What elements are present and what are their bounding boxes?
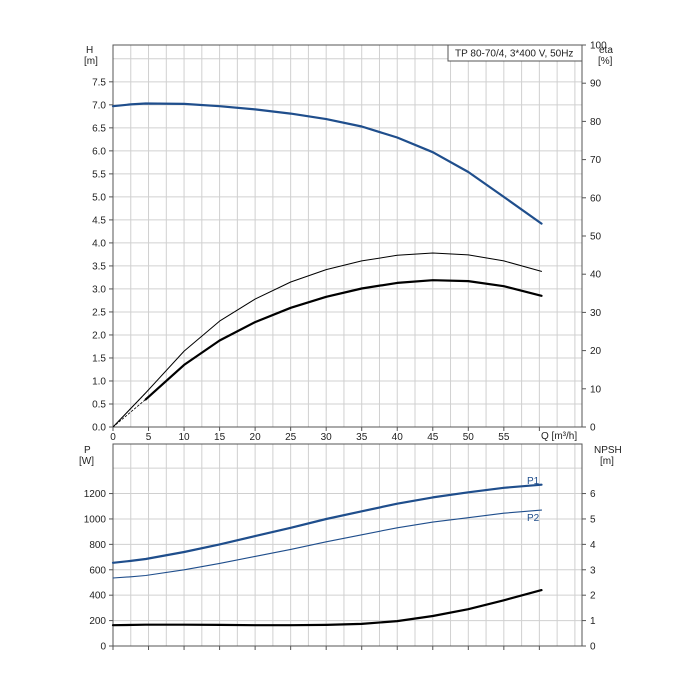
top-right-tick-label: 50 <box>590 232 602 243</box>
top-series-line-0 <box>111 102 543 225</box>
head-efficiency-panel: 0.0 0.5 1.0 1.5 2.0 2.5 3.0 3.5 4.0 4.5 5.0 5.5 6.0 6… <box>84 41 613 444</box>
x-tick-label: 10 <box>178 432 190 443</box>
top-left-tick-label: 0.0 <box>92 423 106 434</box>
top-series <box>111 102 543 428</box>
x-tick-label: 25 <box>285 432 297 443</box>
bottom-left-tick-label: 1200 <box>84 489 107 500</box>
top-right-tick-label: 10 <box>590 384 602 395</box>
top-right-tick-label: 70 <box>590 155 602 166</box>
top-left-tick-label: 0.5 <box>92 399 106 410</box>
bottom-left-tick-label: 600 <box>89 565 106 576</box>
x-tick-label: 35 <box>356 432 368 443</box>
bottom-right-tick-label: 6 <box>590 489 596 500</box>
bottom-right-axis-name: NPSH <box>594 445 622 456</box>
top-left-tick-label: 4.5 <box>92 215 106 226</box>
bottom-left-axis-unit: [W] <box>79 456 94 467</box>
top-grid <box>113 45 582 427</box>
bottom-left-tick-label: 200 <box>89 616 106 627</box>
top-right-tick-label: 0 <box>590 423 596 434</box>
series-label-p2: P2 <box>527 513 540 524</box>
bottom-series-line-0 <box>111 483 543 564</box>
top-left-tick-label: 3.0 <box>92 284 106 295</box>
bottom-right-tick-label: 4 <box>590 540 596 551</box>
bottom-right-tick-label: 3 <box>590 565 596 576</box>
bottom-right-tick-label: 5 <box>590 514 596 525</box>
bottom-left-tick-label: 800 <box>89 540 106 551</box>
top-ticks: 0.0 0.5 1.0 1.5 2.0 2.5 3.0 3.5 4.0 4.5 5.0 5.5 6.0 6… <box>92 41 607 444</box>
top-left-tick-label: 1.0 <box>92 376 106 387</box>
x-tick-label: 40 <box>392 432 404 443</box>
top-right-tick-label: 60 <box>590 193 602 204</box>
bottom-right-tick-label: 1 <box>590 616 596 627</box>
top-title-box: TP 80-70/4, 3*400 V, 50Hz <box>447 44 583 62</box>
top-right-axis-unit: [%] <box>598 56 613 67</box>
top-right-tick-label: 80 <box>590 117 602 128</box>
bottom-grid <box>113 444 582 646</box>
top-left-tick-label: 7.0 <box>92 100 106 111</box>
bottom-plot-frame <box>112 443 583 647</box>
top-left-tick-label: 4.0 <box>92 238 106 249</box>
bottom-right-tick-label: 0 <box>590 642 596 653</box>
top-left-tick-label: 5.0 <box>92 192 106 203</box>
top-left-tick-label: 7.5 <box>92 77 106 88</box>
top-left-tick-label: 3.5 <box>92 261 106 272</box>
bottom-ticks: 0 200 400 600 800 1000 1200 0 1 2 3 4 5 6 <box>84 489 596 652</box>
series-label-p1: P1 <box>527 476 540 487</box>
top-series-line-4 <box>112 398 147 428</box>
x-tick-label: 15 <box>214 432 226 443</box>
top-left-axis-unit: [m] <box>84 56 98 67</box>
x-tick-label: 20 <box>250 432 262 443</box>
x-tick-label: 30 <box>321 432 333 443</box>
x-axis-label: Q [m³/h] <box>541 431 577 442</box>
top-right-tick-label: 30 <box>590 308 602 319</box>
chart-title: TP 80-70/4, 3*400 V, 50Hz <box>455 49 573 60</box>
top-right-axis-name: eta <box>599 45 613 56</box>
top-left-tick-label: 5.5 <box>92 169 106 180</box>
top-series-line-2 <box>112 392 147 428</box>
top-left-tick-label: 2.5 <box>92 307 106 318</box>
top-left-tick-label: 1.5 <box>92 353 106 364</box>
top-series-line-1 <box>112 252 542 428</box>
bottom-right-axis-unit: [m] <box>600 456 614 467</box>
top-series-line-3 <box>144 279 543 401</box>
top-left-tick-label: 2.0 <box>92 330 106 341</box>
top-right-tick-label: 100 <box>590 41 607 52</box>
top-plot-frame <box>112 44 583 428</box>
top-right-tick-label: 90 <box>590 79 602 90</box>
top-left-axis-name: H <box>86 45 93 56</box>
bottom-left-tick-label: 1000 <box>84 514 107 525</box>
bottom-series-line-2 <box>111 588 543 627</box>
x-tick-label: 0 <box>110 432 116 443</box>
bottom-left-axis-name: P <box>84 445 91 456</box>
x-tick-label: 50 <box>463 432 475 443</box>
bottom-series-line-1 <box>112 509 543 579</box>
bottom-series <box>111 483 543 627</box>
bottom-right-tick-label: 2 <box>590 591 596 602</box>
bottom-left-tick-label: 400 <box>89 591 106 602</box>
top-right-tick-label: 40 <box>590 270 602 281</box>
x-tick-label: 55 <box>498 432 510 443</box>
top-left-tick-label: 6.5 <box>92 123 106 134</box>
top-right-tick-label: 20 <box>590 346 602 357</box>
x-tick-label: 45 <box>427 432 439 443</box>
x-tick-label: 5 <box>146 432 152 443</box>
bottom-left-tick-label: 0 <box>100 642 106 653</box>
top-left-tick-label: 6.0 <box>92 146 106 157</box>
